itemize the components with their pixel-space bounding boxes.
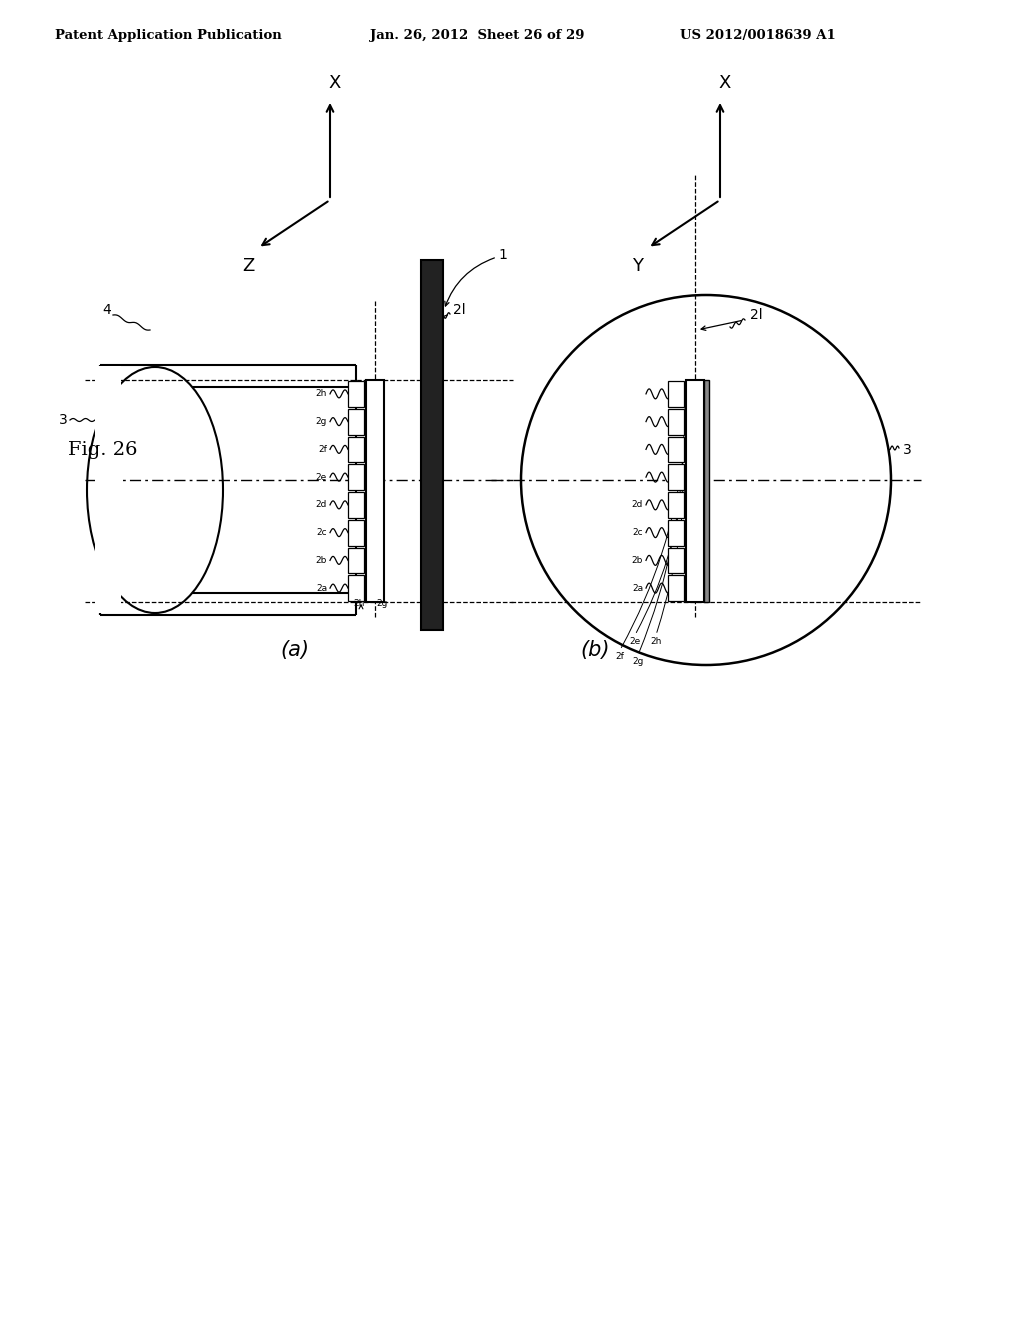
Bar: [348, 409, 364, 434]
Bar: [668, 576, 684, 601]
Bar: [686, 380, 705, 602]
Bar: [668, 492, 684, 517]
Text: 2l: 2l: [750, 308, 763, 322]
Text: 2d: 2d: [315, 500, 327, 510]
Bar: [668, 409, 684, 434]
Text: 1: 1: [498, 248, 507, 261]
Bar: [348, 576, 364, 601]
Bar: [366, 380, 384, 602]
Text: 2d: 2d: [632, 500, 643, 510]
Text: 2g: 2g: [632, 657, 644, 667]
Text: 2c: 2c: [316, 528, 327, 537]
Bar: [348, 520, 364, 545]
Text: 2a: 2a: [632, 583, 643, 593]
Bar: [705, 380, 709, 602]
Text: 2c: 2c: [633, 528, 643, 537]
Ellipse shape: [521, 294, 891, 665]
Text: 2a: 2a: [315, 583, 327, 593]
Text: Z: Z: [242, 257, 254, 275]
Text: Patent Application Publication: Patent Application Publication: [55, 29, 282, 41]
Text: 2e: 2e: [315, 473, 327, 482]
Text: Fig. 26: Fig. 26: [68, 441, 137, 459]
Text: Jan. 26, 2012  Sheet 26 of 29: Jan. 26, 2012 Sheet 26 of 29: [370, 29, 585, 41]
Bar: [348, 548, 364, 573]
Text: Y: Y: [633, 257, 643, 275]
Text: 2f: 2f: [318, 445, 327, 454]
Text: X: X: [329, 74, 341, 92]
Text: 2h: 2h: [650, 638, 662, 645]
Text: (a): (a): [281, 640, 309, 660]
Text: 2g: 2g: [376, 599, 388, 609]
Bar: [348, 437, 364, 462]
Bar: [95, 366, 121, 612]
Text: 2l: 2l: [453, 304, 466, 317]
Bar: [421, 260, 443, 630]
Text: 2f: 2f: [615, 652, 625, 661]
Bar: [668, 381, 684, 407]
Text: 2e: 2e: [630, 638, 641, 645]
Bar: [348, 465, 364, 490]
Text: US 2012/0018639 A1: US 2012/0018639 A1: [680, 29, 836, 41]
Text: 2g: 2g: [315, 417, 327, 426]
Bar: [348, 492, 364, 517]
Bar: [668, 437, 684, 462]
Bar: [668, 465, 684, 490]
Bar: [668, 520, 684, 545]
Bar: [348, 381, 364, 407]
Text: (b): (b): [581, 640, 609, 660]
Text: 4: 4: [102, 304, 112, 317]
Text: 3: 3: [58, 413, 68, 426]
Text: 3: 3: [903, 444, 911, 457]
Text: 2b: 2b: [632, 556, 643, 565]
Text: 2h: 2h: [315, 389, 327, 399]
Text: X: X: [719, 74, 731, 92]
Bar: [668, 548, 684, 573]
Text: 2b: 2b: [315, 556, 327, 565]
Ellipse shape: [87, 367, 223, 612]
Text: 2h: 2h: [353, 599, 365, 609]
